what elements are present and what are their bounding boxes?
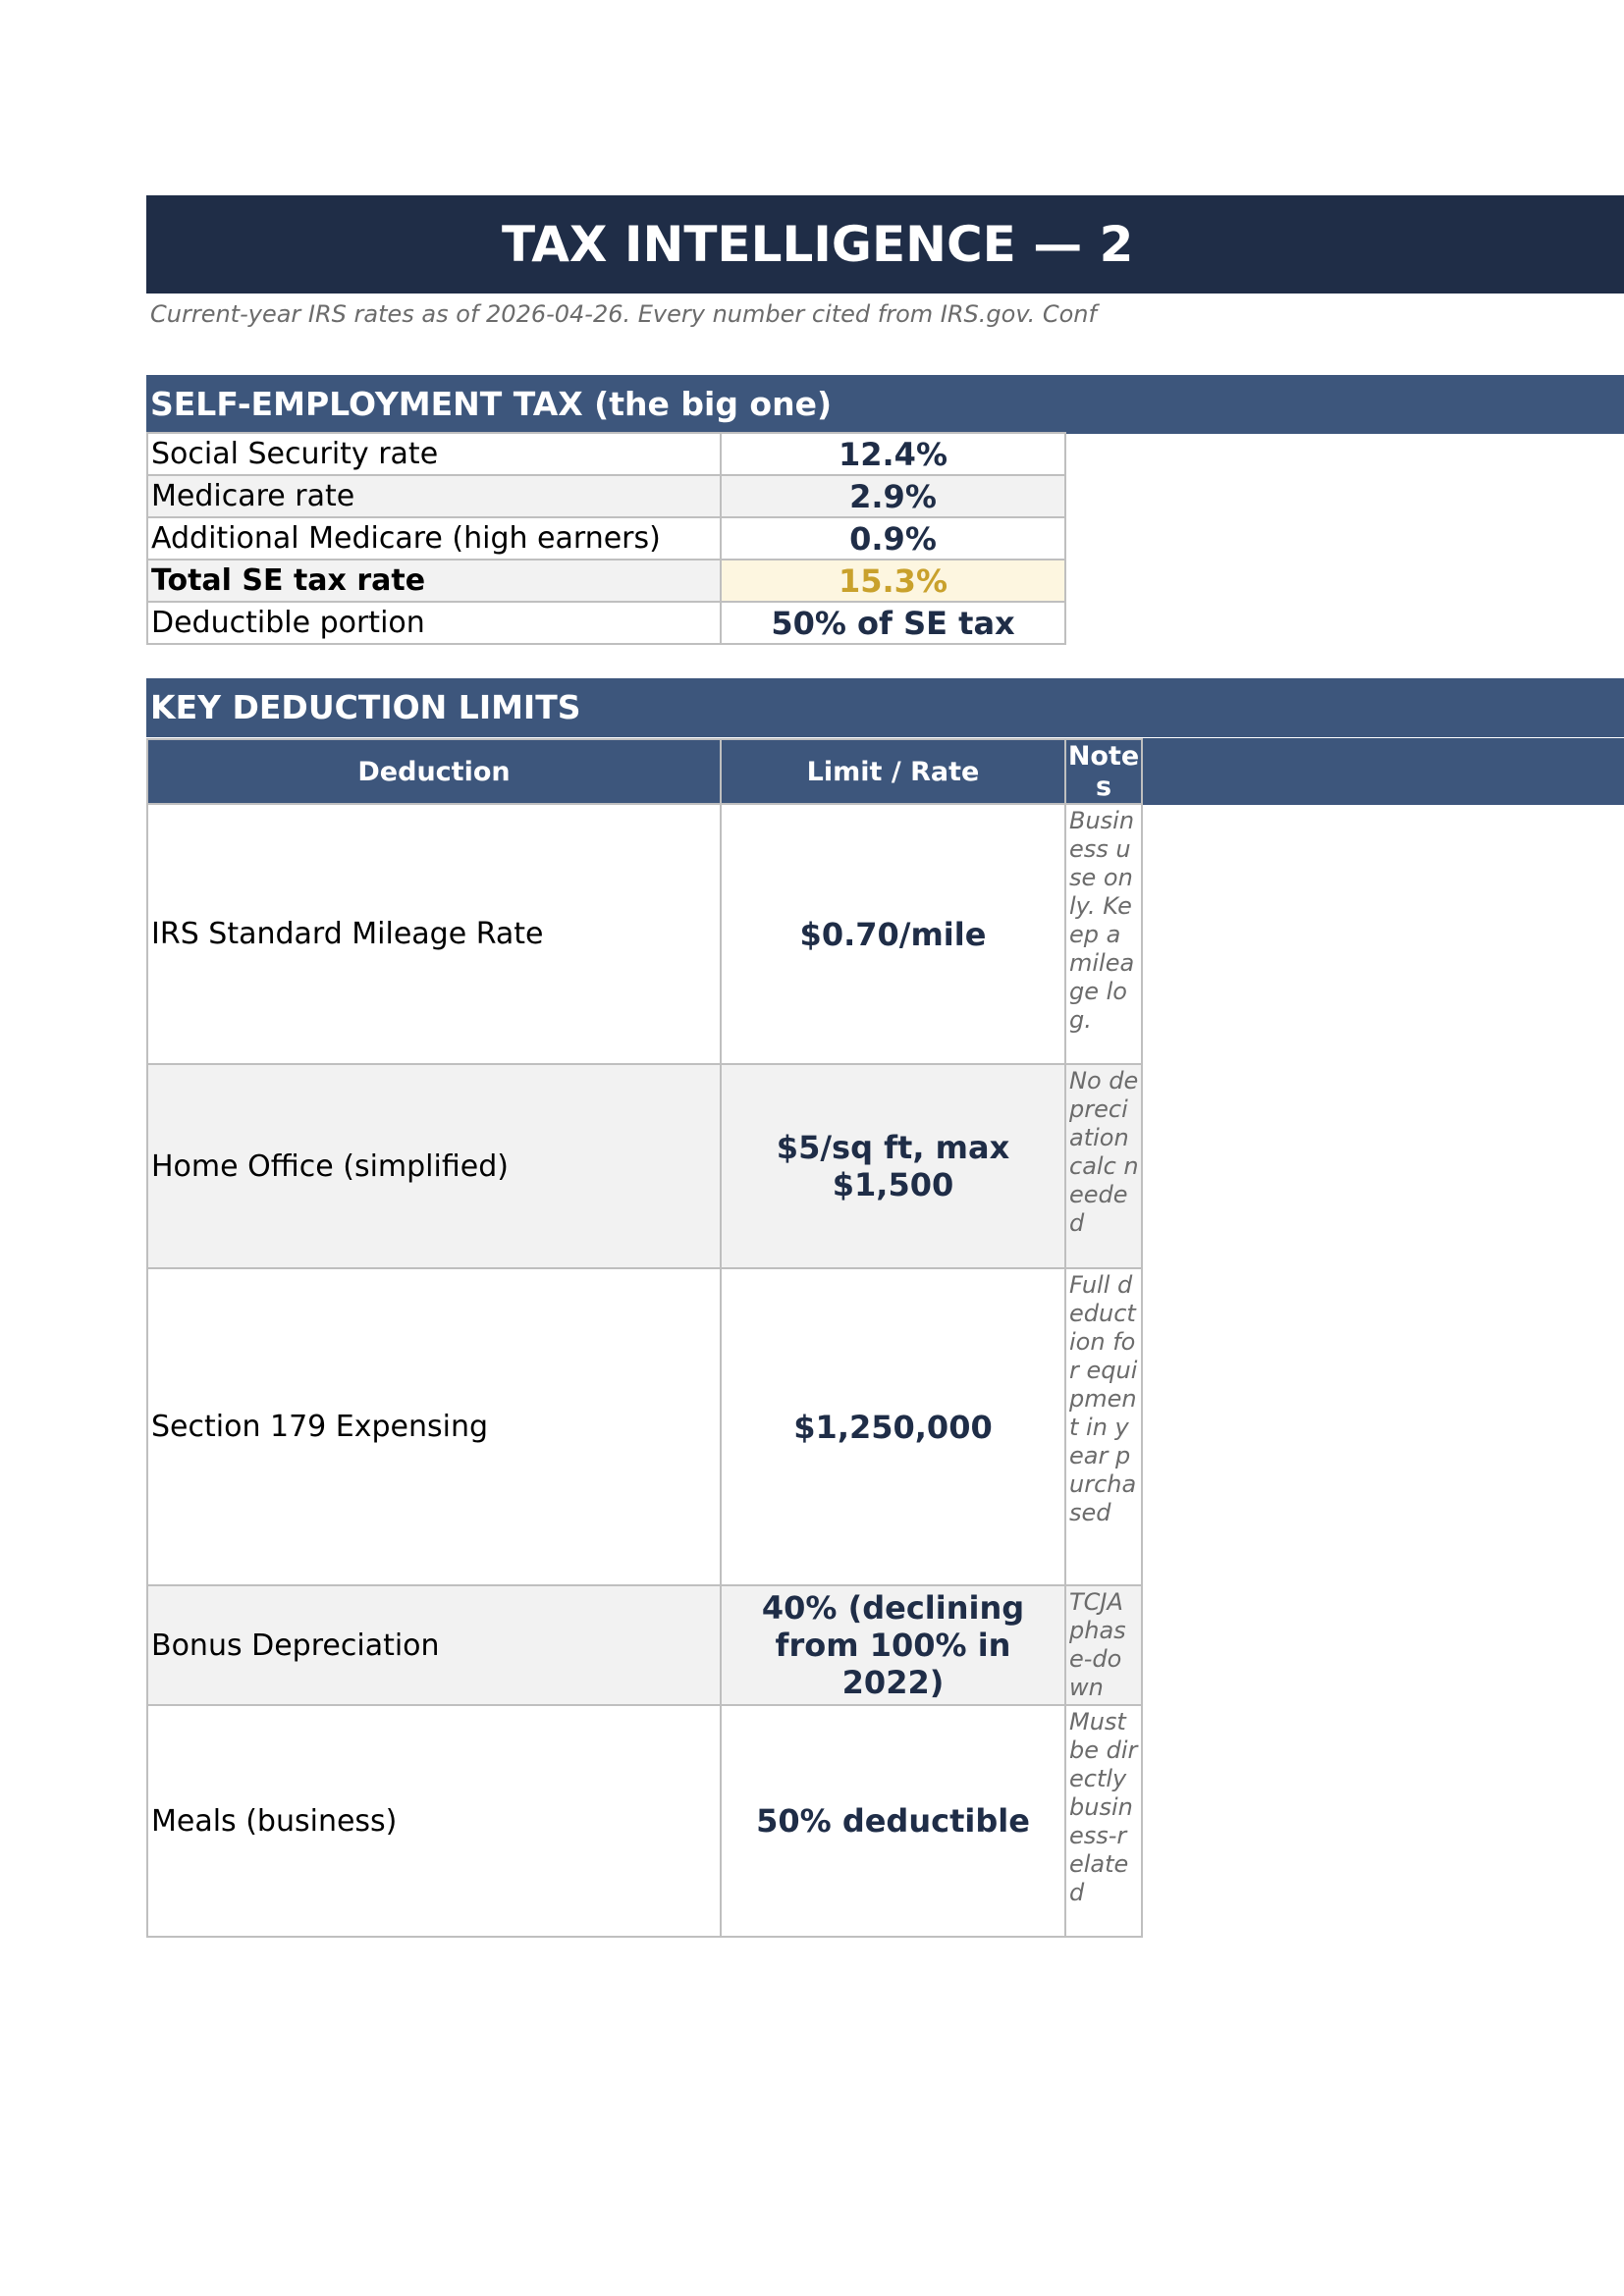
se-row-label: Additional Medicare (high earners) [146, 516, 722, 561]
table-row: Additional Medicare (high earners) 0.9% [146, 516, 1066, 561]
deduction-name: Meals (business) [146, 1704, 722, 1938]
deduction-notes: Must be directly business-related [1064, 1704, 1143, 1938]
table-row: Bonus Depreciation 40% (declining from 1… [146, 1584, 1143, 1706]
se-row-value: 0.9% [720, 516, 1066, 561]
column-header-notes: Notes [1064, 738, 1143, 805]
deductions-section-header: KEY DEDUCTION LIMITS [146, 678, 1624, 737]
deduction-name: Home Office (simplified) [146, 1063, 722, 1269]
table-header-row: Deduction Limit / Rate Notes [146, 738, 1143, 805]
page-subtitle: Current-year IRS rates as of 2026-04-26.… [150, 300, 1097, 328]
table-row: Meals (business) 50% deductible Must be … [146, 1704, 1143, 1938]
table-row: Medicare rate 2.9% [146, 474, 1066, 518]
table-row: Deductible portion 50% of SE tax [146, 601, 1066, 645]
deduction-limit: $0.70/mile [720, 803, 1066, 1065]
table-row: Home Office (simplified) $5/sq ft, max $… [146, 1063, 1143, 1269]
se-row-value: 50% of SE tax [720, 601, 1066, 645]
se-tax-table: Social Security rate 12.4% Medicare rate… [146, 432, 1066, 645]
title-banner [146, 195, 1624, 294]
table-row-total: Total SE tax rate 15.3% [146, 559, 1066, 603]
deduction-name: Bonus Depreciation [146, 1584, 722, 1706]
deduction-limit: 50% deductible [720, 1704, 1066, 1938]
deduction-limit: 40% (declining from 100% in 2022) [720, 1584, 1066, 1706]
deduction-name: Section 179 Expensing [146, 1267, 722, 1586]
column-header-limit: Limit / Rate [720, 738, 1066, 805]
se-tax-section-header: SELF-EMPLOYMENT TAX (the big one) [146, 375, 1624, 434]
se-row-label: Deductible portion [146, 601, 722, 645]
se-total-value: 15.3% [720, 559, 1066, 603]
page-title: TAX INTELLIGENCE — 2 [502, 216, 1134, 273]
se-row-label: Medicare rate [146, 474, 722, 518]
table-row: Social Security rate 12.4% [146, 432, 1066, 476]
deduction-name: IRS Standard Mileage Rate [146, 803, 722, 1065]
table-row: Section 179 Expensing $1,250,000 Full de… [146, 1267, 1143, 1586]
deduction-notes: TCJA phase-down [1064, 1584, 1143, 1706]
se-row-value: 2.9% [720, 474, 1066, 518]
column-header-deduction: Deduction [146, 738, 722, 805]
se-row-value: 12.4% [720, 432, 1066, 476]
deduction-notes: Business use only. Keep a mileage log. [1064, 803, 1143, 1065]
deduction-limit: $5/sq ft, max $1,500 [720, 1063, 1066, 1269]
se-row-label: Social Security rate [146, 432, 722, 476]
deduction-notes: Full deduction for equipment in year pur… [1064, 1267, 1143, 1586]
deductions-table: Deduction Limit / Rate Notes IRS Standar… [146, 738, 1143, 1938]
deduction-limit: $1,250,000 [720, 1267, 1066, 1586]
table-row: IRS Standard Mileage Rate $0.70/mile Bus… [146, 803, 1143, 1065]
se-total-label: Total SE tax rate [146, 559, 722, 603]
deduction-notes: No depreciation calc needed [1064, 1063, 1143, 1269]
